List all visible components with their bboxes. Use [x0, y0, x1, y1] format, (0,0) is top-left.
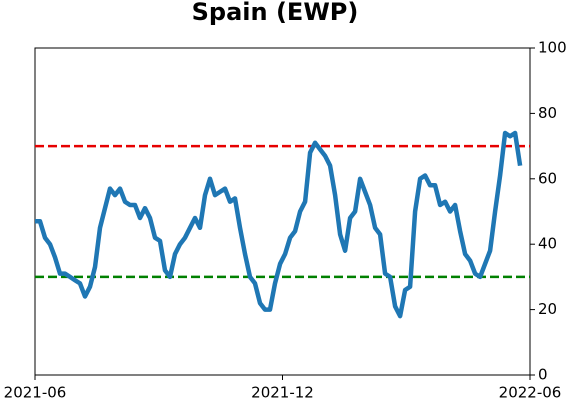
y-tick-label: 80: [538, 104, 557, 122]
y-tick-label: 40: [538, 235, 557, 253]
x-tick-label: 2021-06: [4, 384, 67, 402]
chart-title: Spain (EWP): [192, 0, 359, 26]
data-line: [35, 130, 523, 319]
x-tick-label: 2021-12: [251, 384, 314, 402]
y-tick-label: 0: [538, 366, 548, 384]
x-tick-label: 2022-06: [499, 384, 562, 402]
y-tick-label: 20: [538, 300, 557, 318]
y-tick-label: 100: [538, 39, 567, 57]
y-tick-label: 60: [538, 169, 557, 187]
